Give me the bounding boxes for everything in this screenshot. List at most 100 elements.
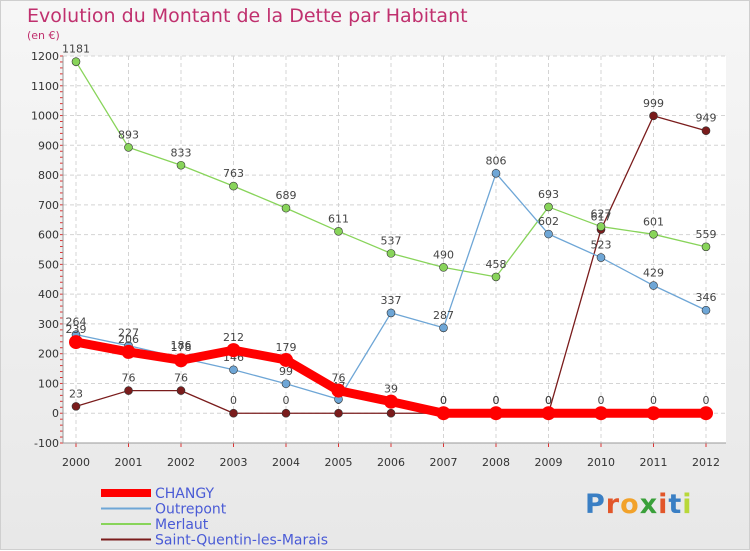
data-point bbox=[174, 353, 188, 368]
data-point bbox=[176, 386, 186, 395]
y-tick-label: 700 bbox=[38, 199, 59, 212]
data-label: 76 bbox=[174, 372, 188, 385]
data-point bbox=[71, 57, 81, 66]
legend-label: Merlaut bbox=[155, 517, 209, 533]
x-tick-label: 2005 bbox=[325, 456, 353, 469]
data-point bbox=[386, 249, 396, 258]
x-tick-label: 2012 bbox=[692, 456, 720, 469]
data-point bbox=[124, 143, 133, 152]
data-point bbox=[71, 402, 81, 411]
data-point bbox=[596, 253, 606, 262]
x-tick-label: 2008 bbox=[482, 456, 510, 469]
x-tick-label: 2000 bbox=[62, 456, 90, 469]
data-point bbox=[334, 408, 343, 418]
data-point bbox=[646, 406, 661, 421]
data-point bbox=[279, 352, 293, 367]
data-label: 227 bbox=[118, 327, 139, 340]
data-point bbox=[226, 343, 241, 358]
y-tick-label: 100 bbox=[38, 377, 59, 390]
data-label: 76 bbox=[332, 372, 346, 385]
data-label: 0 bbox=[230, 394, 237, 407]
data-point bbox=[699, 406, 713, 421]
x-tick-label: 2003 bbox=[220, 456, 248, 469]
y-tick-label: 300 bbox=[38, 318, 59, 331]
x-tick-label: 2001 bbox=[115, 456, 143, 469]
data-label: 0 bbox=[440, 394, 447, 407]
data-point bbox=[701, 242, 711, 252]
data-label: 537 bbox=[381, 234, 402, 247]
logo-letter: o bbox=[620, 489, 640, 520]
data-label: 999 bbox=[643, 97, 664, 110]
y-tick-label: -100 bbox=[34, 437, 59, 450]
data-label: 178 bbox=[171, 341, 192, 354]
data-point bbox=[491, 272, 501, 282]
logo-letter: i bbox=[658, 489, 669, 520]
data-point bbox=[331, 383, 346, 398]
data-label: 23 bbox=[69, 387, 83, 400]
logo-letter: x bbox=[639, 489, 659, 520]
x-tick-label: 2006 bbox=[377, 456, 405, 469]
y-tick-label: 1100 bbox=[31, 80, 59, 93]
data-label: 693 bbox=[538, 188, 559, 201]
x-tick-label: 2002 bbox=[167, 456, 195, 469]
data-point bbox=[229, 365, 238, 375]
data-label: 0 bbox=[703, 394, 710, 407]
data-point bbox=[649, 111, 658, 121]
data-point bbox=[544, 202, 553, 212]
y-tick-label: 200 bbox=[38, 348, 59, 361]
data-point bbox=[439, 263, 448, 272]
data-point bbox=[386, 408, 396, 418]
data-point bbox=[439, 323, 448, 333]
data-label: 893 bbox=[118, 128, 139, 141]
data-label: 264 bbox=[66, 316, 87, 329]
data-label: 559 bbox=[696, 228, 717, 241]
legend-label: Outrepont bbox=[155, 502, 227, 518]
data-label: 833 bbox=[171, 146, 192, 159]
data-point bbox=[544, 229, 553, 239]
data-label: 627 bbox=[591, 208, 612, 221]
data-label: 0 bbox=[545, 394, 552, 407]
data-label: 0 bbox=[545, 394, 552, 407]
data-point bbox=[176, 160, 186, 170]
data-label: 346 bbox=[696, 291, 717, 304]
data-point bbox=[121, 344, 136, 359]
data-label: 0 bbox=[283, 394, 290, 407]
x-tick-label: 2007 bbox=[430, 456, 458, 469]
y-tick-label: 400 bbox=[38, 288, 59, 301]
data-point bbox=[541, 406, 556, 421]
data-label: 287 bbox=[433, 309, 454, 322]
data-point bbox=[649, 281, 658, 290]
data-label: 949 bbox=[696, 112, 717, 125]
data-point bbox=[649, 230, 658, 239]
data-label: 0 bbox=[650, 394, 657, 407]
data-point bbox=[281, 203, 291, 213]
data-label: 490 bbox=[433, 248, 454, 261]
plot-area bbox=[63, 56, 726, 443]
logo-letter: r bbox=[605, 489, 621, 520]
y-tick-label: 0 bbox=[52, 407, 59, 420]
data-label: 611 bbox=[328, 212, 349, 225]
data-label: 206 bbox=[118, 333, 139, 346]
data-label: 239 bbox=[66, 323, 87, 336]
data-label: 0 bbox=[598, 394, 605, 407]
data-point bbox=[124, 386, 133, 395]
data-point bbox=[436, 406, 451, 421]
logo-letter: t bbox=[668, 489, 683, 520]
data-label: 763 bbox=[223, 167, 244, 180]
data-label: 689 bbox=[276, 189, 297, 202]
y-tick-label: 900 bbox=[38, 139, 59, 152]
data-point bbox=[229, 408, 238, 418]
data-label: 212 bbox=[223, 331, 244, 344]
data-label: 602 bbox=[538, 215, 559, 228]
data-label: 0 bbox=[440, 394, 447, 407]
data-point bbox=[384, 394, 398, 409]
data-label: 458 bbox=[486, 258, 507, 271]
logo-letter: i bbox=[682, 489, 693, 520]
legend-label: CHANGY bbox=[155, 486, 215, 502]
x-tick-label: 2004 bbox=[272, 456, 300, 469]
data-point bbox=[69, 335, 83, 350]
data-label: 99 bbox=[279, 365, 293, 378]
data-point bbox=[281, 408, 291, 418]
data-point bbox=[701, 126, 711, 136]
